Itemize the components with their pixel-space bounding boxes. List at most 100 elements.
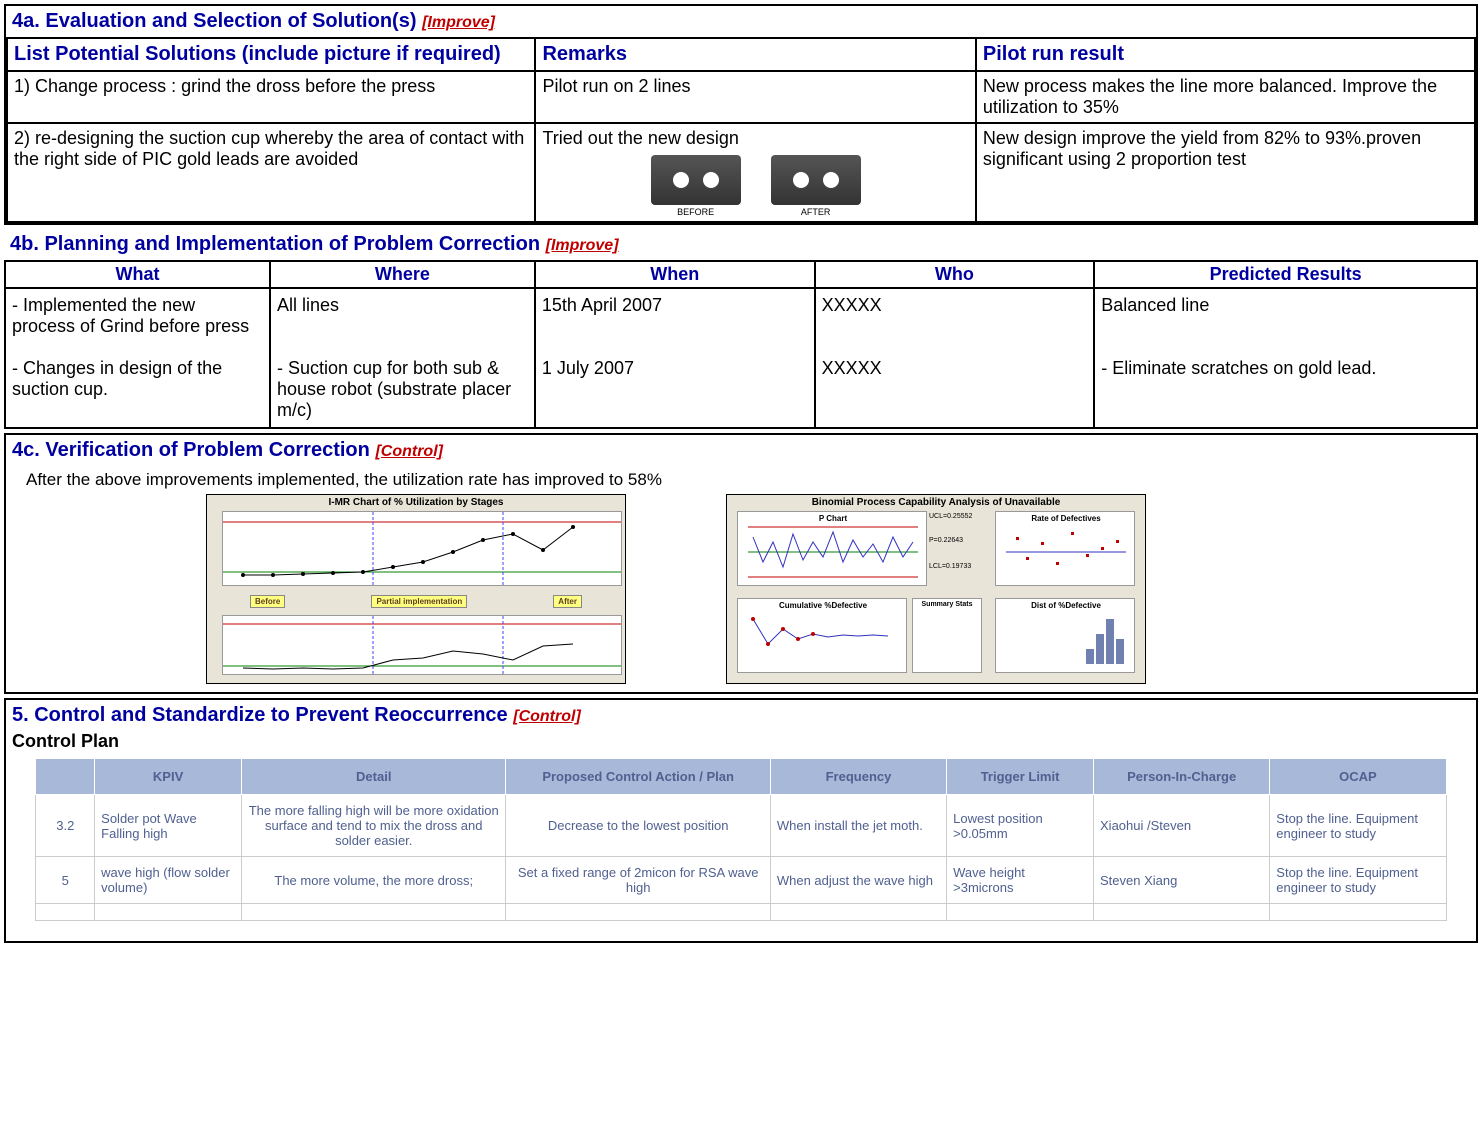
col-results: Predicted Results bbox=[1094, 261, 1477, 288]
title-text: 4b. Planning and Implementation of Probl… bbox=[10, 233, 540, 255]
col-action: Proposed Control Action / Plan bbox=[506, 759, 770, 795]
stage-before: Before bbox=[250, 595, 285, 608]
table-header-row: KPIV Detail Proposed Control Action / Pl… bbox=[36, 759, 1446, 795]
col-solution: List Potential Solutions (include pictur… bbox=[7, 38, 535, 71]
pchart-svg: P Chart bbox=[737, 511, 927, 586]
cell-kpiv bbox=[95, 904, 242, 921]
cell-who: XXXXX XXXXX bbox=[815, 288, 1095, 428]
imr-top-svg bbox=[222, 511, 622, 586]
section-5: 5. Control and Standardize to Prevent Re… bbox=[4, 698, 1478, 943]
ucl-label: UCL=0.25552 bbox=[929, 513, 972, 520]
section-4a-title: 4a. Evaluation and Selection of Solution… bbox=[6, 6, 1476, 37]
cell-ocap: Stop the line. Equipment engineer to stu… bbox=[1270, 857, 1446, 904]
device-icon bbox=[651, 155, 741, 205]
chart-title: I-MR Chart of % Utilization by Stages bbox=[207, 495, 625, 510]
section-4b-title: 4b. Planning and Implementation of Probl… bbox=[4, 229, 1478, 260]
title-text: 4a. Evaluation and Selection of Solution… bbox=[12, 10, 417, 32]
table-row: 5wave high (flow solder volume)The more … bbox=[36, 857, 1446, 904]
improve-tag: [Improve] bbox=[422, 14, 495, 31]
svg-text:Dist of %Defective: Dist of %Defective bbox=[1031, 601, 1101, 610]
chart-title: Binomial Process Capability Analysis of … bbox=[727, 495, 1145, 510]
cell-action bbox=[506, 904, 770, 921]
col-freq: Frequency bbox=[770, 759, 946, 795]
col-what: What bbox=[5, 261, 270, 288]
imr-bot-svg bbox=[222, 615, 622, 675]
binomial-chart: Binomial Process Capability Analysis of … bbox=[726, 494, 1146, 684]
control-plan-label: Control Plan bbox=[6, 731, 1476, 752]
cell-results: Balanced line - Eliminate scratches on g… bbox=[1094, 288, 1477, 428]
solutions-table: List Potential Solutions (include pictur… bbox=[6, 37, 1476, 223]
cell-what: - Implemented the new process of Grind b… bbox=[5, 288, 270, 428]
section-4c-title: 4c. Verification of Problem Correction [… bbox=[6, 435, 1476, 466]
cell-result: New process makes the line more balanced… bbox=[976, 71, 1475, 123]
stage-after: After bbox=[553, 595, 582, 608]
cell-person: Steven Xiang bbox=[1094, 857, 1270, 904]
cell-result: New design improve the yield from 82% to… bbox=[976, 123, 1475, 222]
cell-freq bbox=[770, 904, 946, 921]
device-images: BEFORE AFTER bbox=[542, 155, 968, 217]
section-4a: 4a. Evaluation and Selection of Solution… bbox=[4, 4, 1478, 225]
p-label: P=0.22643 bbox=[929, 537, 963, 544]
chart-row: I-MR Chart of % Utilization by Stages Be… bbox=[6, 494, 1476, 692]
col-result: Pilot run result bbox=[976, 38, 1475, 71]
col-detail: Detail bbox=[242, 759, 506, 795]
verification-text: After the above improvements implemented… bbox=[6, 466, 1476, 494]
section-4b: 4b. Planning and Implementation of Probl… bbox=[4, 229, 1478, 429]
col-where: Where bbox=[270, 261, 535, 288]
cell-solution: 1) Change process : grind the dross befo… bbox=[7, 71, 535, 123]
dist-svg: Dist of %Defective bbox=[995, 598, 1135, 673]
cell-num: 3.2 bbox=[36, 795, 95, 857]
table-row bbox=[36, 904, 1446, 921]
cell-trigger bbox=[947, 904, 1094, 921]
col-person: Person-In-Charge bbox=[1094, 759, 1270, 795]
table-row: - Implemented the new process of Grind b… bbox=[5, 288, 1477, 428]
cell-where: All lines - Suction cup for both sub & h… bbox=[270, 288, 535, 428]
before-device: BEFORE bbox=[651, 155, 741, 217]
cell-remarks: Pilot run on 2 lines bbox=[535, 71, 975, 123]
table-row: 1) Change process : grind the dross befo… bbox=[7, 71, 1475, 123]
table-row: 3.2Solder pot Wave Falling highThe more … bbox=[36, 795, 1446, 857]
col-trigger: Trigger Limit bbox=[947, 759, 1094, 795]
cell-trigger: Wave height >3microns bbox=[947, 857, 1094, 904]
cell-detail: The more falling high will be more oxida… bbox=[242, 795, 506, 857]
cell-trigger: Lowest position >0.05mm bbox=[947, 795, 1094, 857]
stage-partial: Partial implementation bbox=[371, 595, 467, 608]
control-table: KPIV Detail Proposed Control Action / Pl… bbox=[35, 758, 1446, 921]
before-label: BEFORE bbox=[651, 207, 741, 217]
cell-remarks: Tried out the new design BEFORE AFTER bbox=[535, 123, 975, 222]
rate-svg: Rate of Defectives bbox=[995, 511, 1135, 586]
section-5-title: 5. Control and Standardize to Prevent Re… bbox=[6, 700, 1476, 731]
cell-kpiv: Solder pot Wave Falling high bbox=[95, 795, 242, 857]
after-label: AFTER bbox=[771, 207, 861, 217]
summary-box: Summary Stats bbox=[912, 598, 982, 673]
table-header-row: List Potential Solutions (include pictur… bbox=[7, 38, 1475, 71]
cum-svg: Cumulative %Defective bbox=[737, 598, 907, 673]
plan-table: What Where When Who Predicted Results - … bbox=[4, 260, 1478, 429]
device-icon bbox=[771, 155, 861, 205]
col-ocap: OCAP bbox=[1270, 759, 1446, 795]
svg-text:Cumulative %Defective: Cumulative %Defective bbox=[779, 601, 868, 610]
svg-text:P Chart: P Chart bbox=[819, 514, 848, 523]
cell-solution: 2) re-designing the suction cup whereby … bbox=[7, 123, 535, 222]
col-remarks: Remarks bbox=[535, 38, 975, 71]
stage-labels: Before Partial implementation After bbox=[207, 595, 625, 608]
cell-action: Set a fixed range of 2micon for RSA wave… bbox=[506, 857, 770, 904]
cell-when: 15th April 2007 1 July 2007 bbox=[535, 288, 815, 428]
cell-freq: When install the jet moth. bbox=[770, 795, 946, 857]
control-tag: [Control] bbox=[375, 443, 443, 460]
cell-num bbox=[36, 904, 95, 921]
imr-chart: I-MR Chart of % Utilization by Stages Be… bbox=[206, 494, 626, 684]
remarks-text: Tried out the new design bbox=[542, 128, 968, 149]
cell-detail bbox=[242, 904, 506, 921]
col-kpiv: KPIV bbox=[95, 759, 242, 795]
cell-kpiv: wave high (flow solder volume) bbox=[95, 857, 242, 904]
cell-action: Decrease to the lowest position bbox=[506, 795, 770, 857]
cell-ocap: Stop the line. Equipment engineer to stu… bbox=[1270, 795, 1446, 857]
section-4c: 4c. Verification of Problem Correction [… bbox=[4, 433, 1478, 694]
cell-ocap bbox=[1270, 904, 1446, 921]
control-tag: [Control] bbox=[513, 708, 581, 725]
col-when: When bbox=[535, 261, 815, 288]
lcl-label: LCL=0.19733 bbox=[929, 563, 971, 570]
table-row: 2) re-designing the suction cup whereby … bbox=[7, 123, 1475, 222]
after-device: AFTER bbox=[771, 155, 861, 217]
